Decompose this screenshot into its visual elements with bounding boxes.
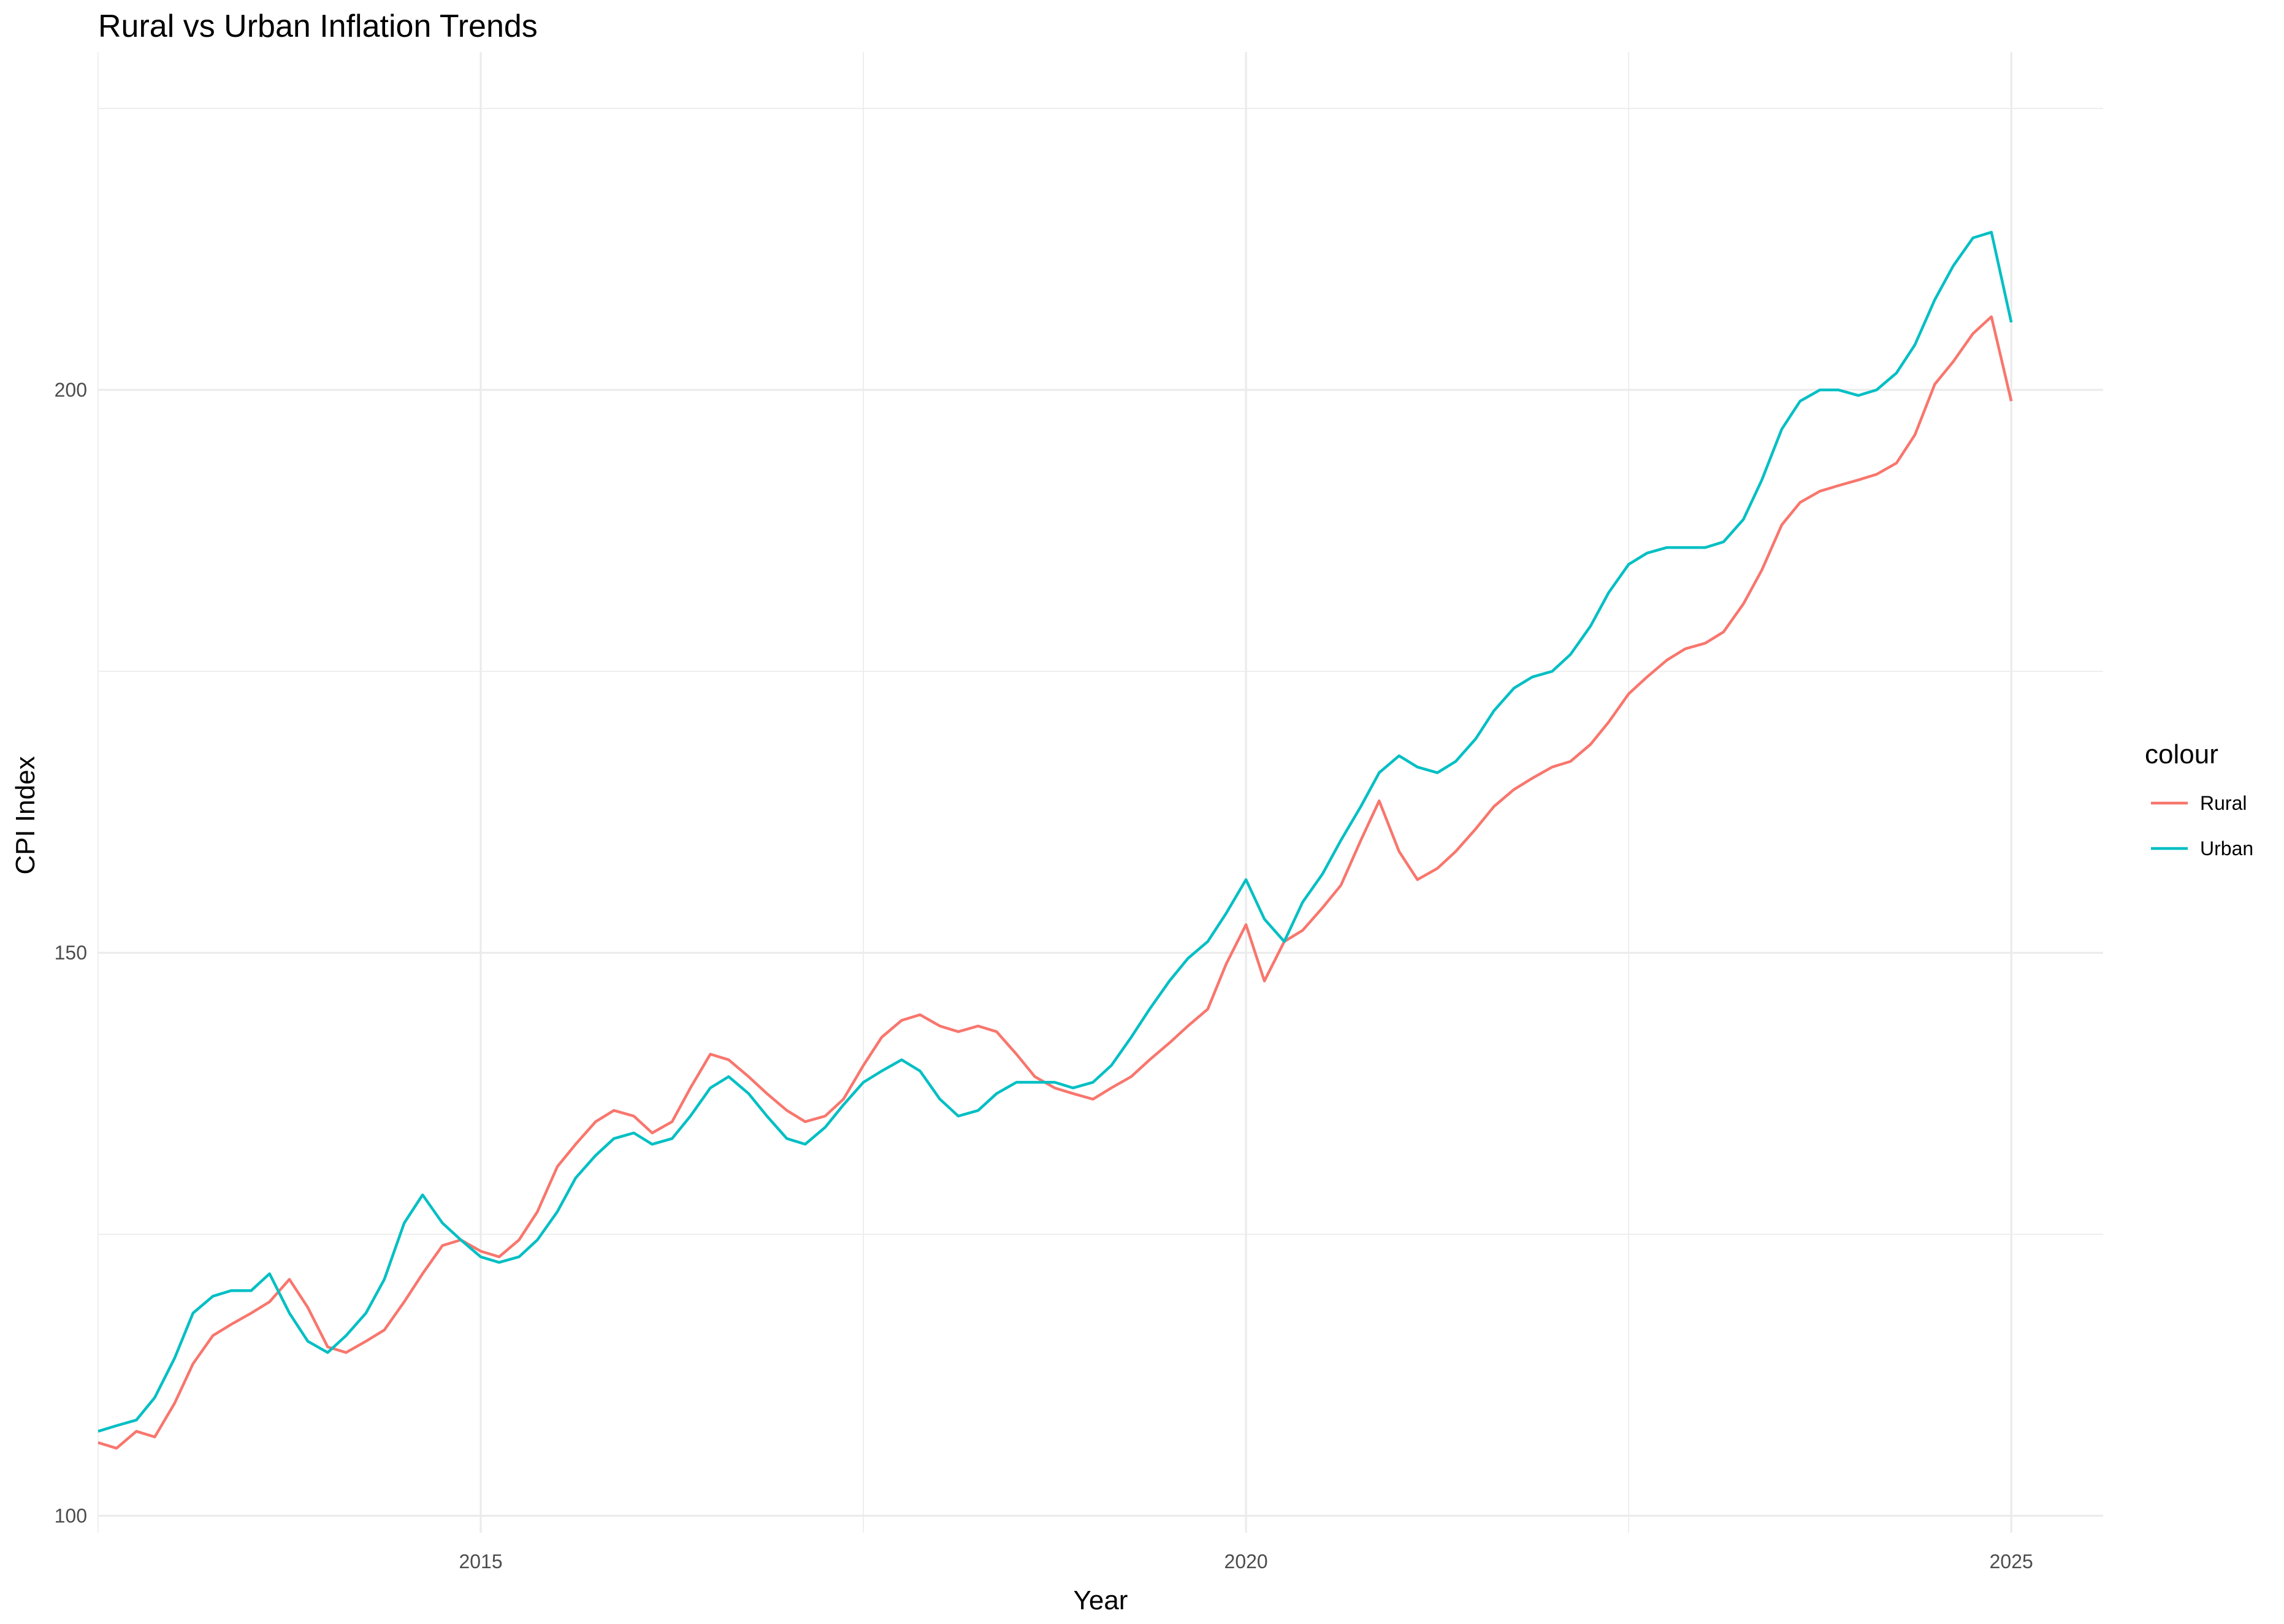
series-line-rural: [97, 315, 2013, 1450]
y-axis-ticks: 100 150 200: [55, 379, 87, 1527]
y-tick-label: 150: [55, 942, 87, 964]
y-tick-label: 100: [55, 1504, 87, 1527]
x-tick-label: 2020: [1224, 1550, 1268, 1573]
x-tick-label: 2025: [1990, 1550, 2033, 1573]
series-line-urban: [97, 231, 2013, 1433]
legend-label-rural: Rural: [2200, 792, 2247, 814]
legend: colour Rural Urban: [2145, 739, 2253, 860]
x-axis-ticks: 2015 2020 2025: [459, 1550, 2033, 1573]
y-axis-title: CPI Index: [10, 756, 40, 874]
grid: [97, 52, 2103, 1533]
x-axis-title: Year: [1074, 1585, 1128, 1615]
legend-title: colour: [2145, 739, 2218, 769]
x-tick-label: 2015: [459, 1550, 502, 1573]
series-lines: [97, 231, 2013, 1450]
chart-title: Rural vs Urban Inflation Trends: [98, 9, 538, 44]
legend-label-urban: Urban: [2200, 837, 2253, 860]
y-tick-label: 200: [55, 379, 87, 401]
